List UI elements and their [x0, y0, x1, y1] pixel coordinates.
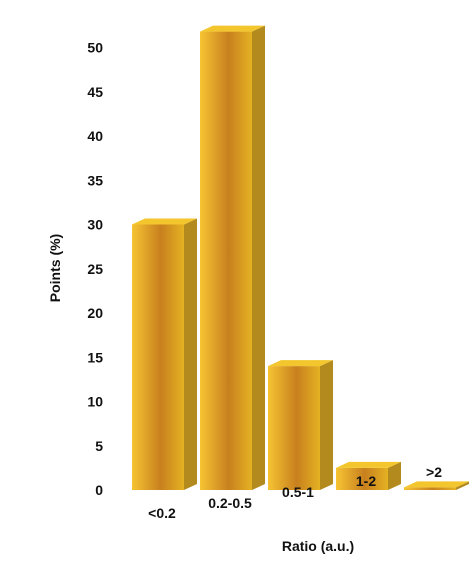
y-axis-label: Points (%)	[47, 234, 63, 302]
y-tick-label: 20	[87, 305, 103, 321]
bar-front	[404, 487, 456, 490]
bar-top	[132, 218, 197, 225]
y-tick-label: 10	[87, 394, 103, 410]
bar-top	[404, 481, 469, 488]
bar-top	[200, 25, 265, 32]
bar-side	[320, 360, 333, 490]
bar-front	[200, 31, 252, 490]
y-tick-label: 35	[87, 172, 103, 188]
y-tick-label: 40	[87, 128, 103, 144]
x-tick-label: 0.2-0.5	[208, 495, 252, 511]
bar-side	[184, 218, 197, 490]
y-tick-label: 45	[87, 84, 103, 100]
y-tick-label: 30	[87, 217, 103, 233]
x-axis-ticks: <0.2 0.2-0.5 0.5-1 1-2 >2	[148, 464, 442, 521]
bar	[200, 25, 265, 490]
bar-front	[132, 224, 184, 490]
bar-side	[252, 25, 265, 490]
bar	[132, 218, 197, 490]
bar-top	[336, 461, 401, 468]
bar-side	[388, 461, 401, 490]
bar	[404, 481, 469, 490]
y-tick-label: 5	[95, 438, 103, 454]
x-tick-label: 0.5-1	[282, 484, 314, 500]
bar-top	[268, 360, 333, 367]
y-axis-ticks: 0 5 10 15 20 25 30 35 40 45 50	[87, 40, 103, 499]
x-axis-label: Ratio (a.u.)	[282, 538, 354, 554]
bar	[268, 360, 333, 490]
bar-side	[456, 481, 469, 490]
x-tick-label: <0.2	[148, 505, 176, 521]
y-tick-label: 50	[87, 40, 103, 56]
y-tick-label: 0	[95, 482, 103, 498]
y-tick-label: 25	[87, 261, 103, 277]
y-tick-label: 15	[87, 349, 103, 365]
bar-front	[268, 366, 320, 490]
bars	[132, 25, 469, 490]
bar-front	[336, 467, 388, 490]
x-tick-label: >2	[426, 464, 442, 480]
bar	[336, 461, 401, 490]
x-tick-label: 1-2	[356, 473, 376, 489]
